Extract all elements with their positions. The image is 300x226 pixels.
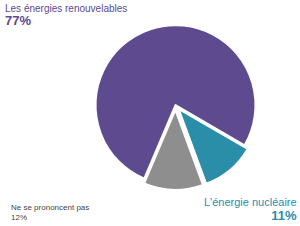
svg-text:L'énergie nucléaire11%: L'énergie nucléaire11% [204,196,297,223]
svg-text:Ne se prononcent pas12%: Ne se prononcent pas12% [11,203,89,222]
svg-text:Les énergies renouvelables77%: Les énergies renouvelables77% [5,3,127,28]
